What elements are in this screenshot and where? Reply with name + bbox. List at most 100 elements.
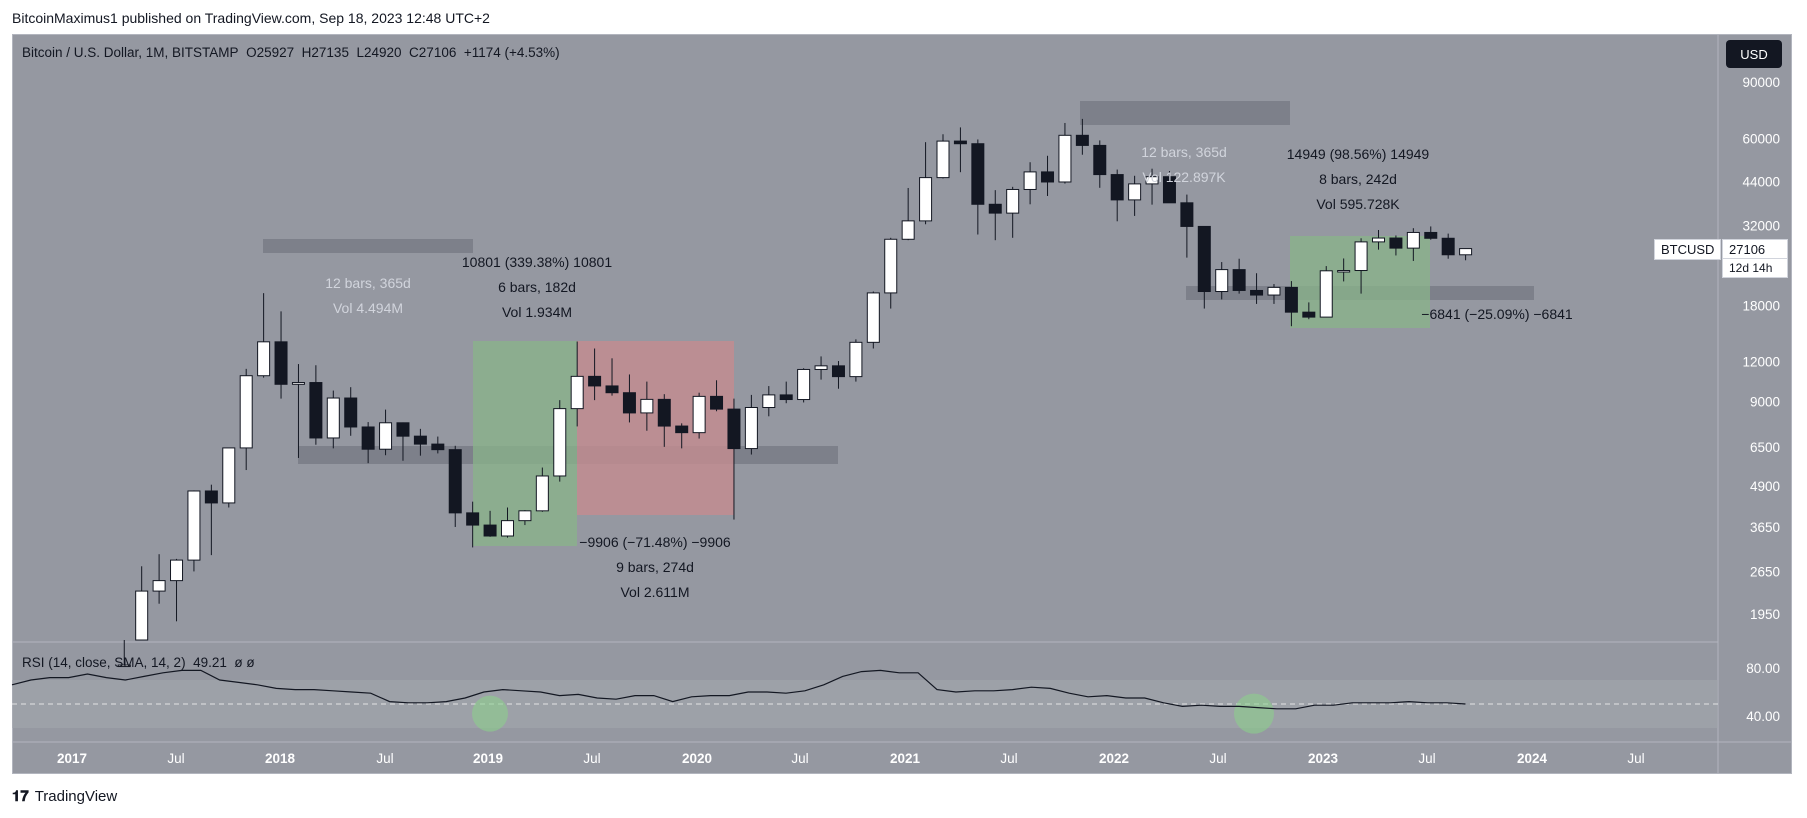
candle-body bbox=[1389, 237, 1403, 249]
time-tick-label: Jul bbox=[1209, 751, 1226, 766]
price-tick-label: 90000 bbox=[1742, 75, 1780, 90]
candle-body bbox=[727, 408, 741, 450]
candle-body bbox=[483, 524, 497, 537]
time-tick-label: 2017 bbox=[57, 751, 87, 766]
candle-body bbox=[257, 341, 271, 377]
candle-body bbox=[675, 425, 689, 434]
candle-body bbox=[1006, 188, 1020, 214]
candle-body bbox=[239, 375, 253, 449]
rsi-extra: ø ø bbox=[234, 655, 255, 670]
annotation-5-change: 14949 (98.56%) 14949 bbox=[1287, 146, 1430, 162]
candle-body bbox=[710, 395, 724, 410]
candle-body bbox=[1337, 270, 1351, 273]
zone-2021-top bbox=[1080, 101, 1290, 125]
open-value: 25927 bbox=[256, 45, 295, 60]
zone-2018-top bbox=[263, 239, 473, 253]
candle-body bbox=[413, 435, 427, 445]
candle-body bbox=[605, 385, 619, 394]
candle-body bbox=[1441, 237, 1455, 256]
annotation-2-bars: 6 bars, 182d bbox=[498, 279, 576, 295]
price-tick-label: 60000 bbox=[1742, 131, 1780, 146]
time-tick-label: 2019 bbox=[473, 751, 503, 766]
footer-brand[interactable]: 𝟏𝟕 TradingView bbox=[12, 788, 117, 805]
candle-body bbox=[361, 426, 375, 450]
publish-header: BitcoinMaximus1 published on TradingView… bbox=[12, 10, 490, 26]
candle-body bbox=[152, 580, 166, 592]
annotation-3-change: −9906 (−71.48%) −9906 bbox=[579, 534, 731, 550]
candle-body bbox=[1267, 286, 1281, 296]
price-tick-label: 3650 bbox=[1750, 520, 1780, 535]
candle-body bbox=[1041, 171, 1055, 183]
candle-body bbox=[1215, 269, 1229, 293]
candle-body bbox=[570, 375, 584, 410]
low-value: 24920 bbox=[363, 45, 402, 60]
symbol-name: Bitcoin / U.S. Dollar, 1M, BITSTAMP bbox=[22, 45, 239, 60]
candle-body bbox=[936, 140, 950, 179]
candle-body bbox=[1424, 231, 1438, 239]
time-tick-label: 2023 bbox=[1308, 751, 1339, 766]
currency-button[interactable]: USD bbox=[1726, 40, 1782, 68]
candle-body bbox=[692, 395, 706, 434]
price-tick-label: 6500 bbox=[1750, 440, 1780, 455]
rsi-highlight-2022 bbox=[1234, 693, 1274, 734]
candle-body bbox=[1145, 176, 1159, 185]
candle-body bbox=[849, 341, 863, 378]
time-tick-label: Jul bbox=[1627, 751, 1644, 766]
measure-box-2019-drop bbox=[577, 341, 734, 515]
candle-body bbox=[988, 203, 1002, 214]
candle-body bbox=[1354, 241, 1368, 272]
rsi-tick-label: 40.00 bbox=[1746, 709, 1780, 724]
annotation-4-bars: 12 bars, 365d bbox=[1141, 144, 1227, 160]
candle-body bbox=[762, 394, 776, 408]
candle-body bbox=[1302, 311, 1316, 318]
annotation-5-bars: 8 bars, 242d bbox=[1319, 171, 1397, 187]
time-tick-label: 2018 bbox=[265, 751, 296, 766]
rsi-band bbox=[12, 680, 1718, 728]
high-value: 27135 bbox=[311, 45, 349, 60]
candle-body bbox=[814, 365, 828, 370]
candle-body bbox=[640, 398, 654, 414]
annotation-2-change: 10801 (339.38%) 10801 bbox=[462, 254, 612, 270]
annotation-1-bars: 12 bars, 365d bbox=[325, 275, 411, 291]
annotation-1-vol: Vol 4.494M bbox=[333, 300, 403, 316]
candle-body bbox=[657, 398, 671, 427]
candle-body bbox=[1128, 183, 1142, 201]
bar-countdown: 12d 14h bbox=[1722, 258, 1788, 278]
candle-body bbox=[901, 220, 915, 240]
annotation-2-vol: Vol 1.934M bbox=[502, 304, 572, 320]
candle-body bbox=[919, 177, 933, 222]
candle-body bbox=[501, 520, 514, 537]
price-tick-label: 12000 bbox=[1742, 355, 1780, 370]
candle-body bbox=[1162, 176, 1176, 204]
candle-body bbox=[884, 238, 898, 294]
candle-body bbox=[535, 475, 549, 512]
candle-body bbox=[222, 447, 236, 504]
candle-body bbox=[117, 664, 131, 668]
rsi-line bbox=[11, 669, 1466, 710]
chart-frame[interactable] bbox=[12, 34, 1792, 774]
candle-body bbox=[1459, 248, 1473, 256]
time-tick-label: Jul bbox=[376, 751, 393, 766]
rsi-value: 49.21 bbox=[193, 655, 227, 670]
candle-body bbox=[170, 559, 184, 582]
candle-body bbox=[866, 292, 880, 343]
candle-body bbox=[622, 392, 636, 414]
time-tick-label: 2021 bbox=[890, 751, 921, 766]
price-tick-label: 9000 bbox=[1750, 395, 1780, 410]
rsi-legend: RSI (14, close, SMA, 14, 2) 49.21 ø ø bbox=[22, 655, 255, 670]
change-value: +1174 (+4.53%) bbox=[463, 45, 560, 60]
candle-body bbox=[1023, 171, 1037, 190]
candle-body bbox=[291, 382, 305, 385]
time-tick-label: Jul bbox=[1418, 751, 1435, 766]
time-tick-label: 2024 bbox=[1517, 751, 1548, 766]
candle-body bbox=[274, 341, 288, 385]
candle-body bbox=[953, 140, 967, 145]
annotation-5-vol: Vol 595.728K bbox=[1316, 196, 1400, 212]
candle-body bbox=[466, 512, 480, 526]
candle-body bbox=[344, 397, 358, 428]
candle-body bbox=[1232, 269, 1246, 291]
candle-body bbox=[797, 368, 811, 401]
time-tick-label: 2020 bbox=[682, 751, 712, 766]
time-tick-label: Jul bbox=[1000, 751, 1017, 766]
